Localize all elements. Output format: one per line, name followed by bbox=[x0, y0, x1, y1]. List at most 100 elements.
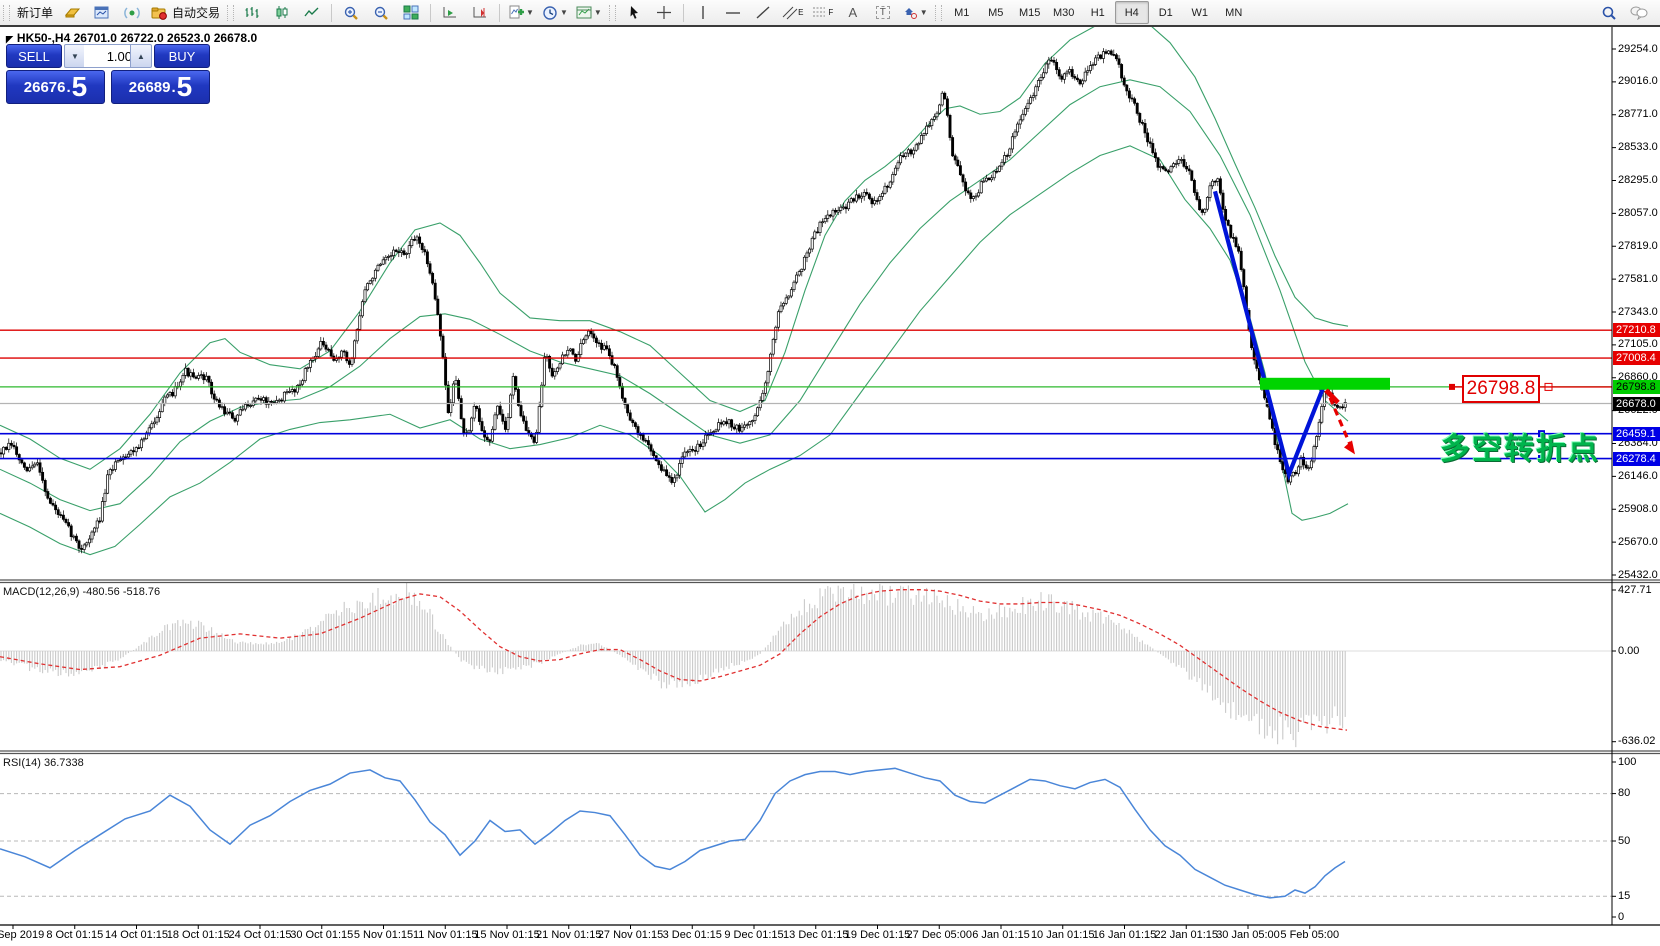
rsi-axis-tick: 50 bbox=[1618, 834, 1631, 847]
price-axis-tick: 25432.0 bbox=[1618, 568, 1658, 581]
sell-button[interactable]: SELL bbox=[6, 44, 62, 68]
new-order-button[interactable]: 新订单 bbox=[13, 1, 57, 24]
sell-price-button[interactable]: 26676. 5 bbox=[6, 70, 105, 104]
vertical-line-button[interactable] bbox=[688, 1, 718, 24]
autotrading-icon bbox=[151, 5, 168, 20]
zoom-in-button[interactable] bbox=[336, 1, 366, 24]
timeframe-m1[interactable]: M1 bbox=[945, 1, 979, 24]
timeframe-m5[interactable]: M5 bbox=[979, 1, 1013, 24]
auto-scroll-button[interactable] bbox=[435, 1, 465, 24]
rsi-label: RSI(14) 36.7338 bbox=[3, 757, 84, 769]
time-axis-label: 3 Dec 01:15 bbox=[662, 929, 722, 941]
timeframe-m30[interactable]: M30 bbox=[1047, 1, 1081, 24]
buy-button[interactable]: BUY bbox=[154, 44, 210, 68]
crosshair-button[interactable] bbox=[649, 1, 679, 24]
time-axis-label: 27 Dec 05:00 bbox=[906, 929, 972, 941]
autotrading-button[interactable]: 自动交易 bbox=[147, 1, 224, 24]
timeframe-h4[interactable]: H4 bbox=[1114, 1, 1149, 24]
indicators-button[interactable]: ▼ bbox=[504, 1, 538, 24]
price-axis-tick: 28057.0 bbox=[1618, 206, 1658, 219]
one-click-trading-widget: SELL ▼ ▲ BUY 26676.5 26689.5 bbox=[6, 44, 210, 104]
symbol-ohlc-text: HK50-,H4 26701.0 26722.0 26523.0 26678.0 bbox=[16, 31, 258, 45]
tile-windows-button[interactable] bbox=[396, 1, 426, 24]
candlestick-chart-button[interactable] bbox=[267, 1, 297, 24]
price-axis-tick: 26146.0 bbox=[1618, 469, 1658, 482]
channel-tag: E bbox=[798, 8, 804, 17]
tf-label: H4 bbox=[1124, 6, 1139, 19]
buy-price-button[interactable]: 26689. 5 bbox=[111, 70, 210, 104]
horizontal-line-button[interactable] bbox=[718, 1, 748, 24]
timeframe-d1[interactable]: D1 bbox=[1149, 1, 1183, 24]
timeframe-w1[interactable]: W1 bbox=[1183, 1, 1217, 24]
toolbar-separator bbox=[499, 3, 501, 22]
tf-label: M5 bbox=[988, 6, 1004, 19]
time-axis-label: 15 Nov 01:15 bbox=[474, 929, 540, 941]
volume-increase-button[interactable]: ▲ bbox=[130, 44, 152, 68]
new-chart-button[interactable] bbox=[57, 1, 87, 24]
tf-label: D1 bbox=[1158, 6, 1173, 19]
arrows-button[interactable]: ▼ bbox=[898, 1, 932, 24]
price-tag-26798.8: 26798.8 bbox=[1613, 379, 1660, 394]
time-axis-label: 22 Jan 01:15 bbox=[1154, 929, 1219, 941]
forecast-arrow-start bbox=[1324, 388, 1340, 405]
tf-label: W1 bbox=[1191, 6, 1208, 19]
text-button[interactable]: A bbox=[838, 1, 868, 24]
zigzag-trendline bbox=[1212, 190, 1325, 481]
search-button[interactable] bbox=[1594, 1, 1624, 24]
trendline-button[interactable] bbox=[748, 1, 778, 24]
signals-button[interactable] bbox=[117, 1, 147, 24]
line-handle[interactable] bbox=[1538, 455, 1545, 463]
signals-icon bbox=[124, 5, 140, 20]
timeframe-m15[interactable]: M15 bbox=[1013, 1, 1047, 24]
time-axis-label: 30 Sep 2019 bbox=[0, 929, 45, 941]
price-axis-tick: 28295.0 bbox=[1618, 174, 1658, 186]
channel-icon bbox=[782, 5, 798, 20]
line-chart-button[interactable] bbox=[297, 1, 327, 24]
toolbar-separator bbox=[331, 3, 333, 22]
bar-chart-button[interactable] bbox=[237, 1, 267, 24]
periods-clock-icon bbox=[542, 5, 558, 21]
price-callout-box[interactable]: 26798.8 bbox=[1462, 375, 1540, 403]
toolbar-grip bbox=[3, 4, 10, 21]
arrows-icon bbox=[902, 5, 918, 20]
search-icon bbox=[1601, 5, 1617, 21]
tile-windows-icon bbox=[403, 5, 419, 20]
cursor-icon bbox=[627, 5, 641, 20]
crosshair-icon bbox=[656, 5, 672, 20]
tf-label: M30 bbox=[1053, 6, 1075, 19]
chat-button[interactable] bbox=[1624, 1, 1654, 24]
main-panel bbox=[0, 27, 1612, 556]
price-axis-tick: 28771.0 bbox=[1618, 108, 1658, 121]
volume-input[interactable] bbox=[84, 44, 136, 68]
rsi-panel bbox=[0, 767, 1612, 899]
line-handle[interactable] bbox=[1538, 430, 1545, 438]
chevron-down-icon: ▼ bbox=[919, 8, 928, 17]
forecast-arrowhead bbox=[1344, 440, 1355, 455]
equidistant-channel-button[interactable]: E bbox=[778, 1, 808, 24]
zoom-out-icon bbox=[373, 5, 389, 21]
text-label-button[interactable]: T bbox=[868, 1, 898, 24]
macd-signal-line bbox=[0, 589, 1348, 731]
volume-decrease-button[interactable]: ▼ bbox=[64, 44, 86, 68]
zoom-out-button[interactable] bbox=[366, 1, 396, 24]
rsi-axis-tick: 100 bbox=[1618, 755, 1637, 768]
chart-shift-button[interactable] bbox=[465, 1, 495, 24]
fibonacci-button[interactable]: F bbox=[808, 1, 838, 24]
timeframe-mn[interactable]: MN bbox=[1217, 1, 1251, 24]
periods-button[interactable]: ▼ bbox=[538, 1, 572, 24]
templates-button[interactable]: ▼ bbox=[572, 1, 606, 24]
turning-point-annotation[interactable]: 多空转折点 bbox=[1440, 433, 1600, 466]
profiles-button[interactable] bbox=[87, 1, 117, 24]
time-axis-label: 27 Nov 01:15 bbox=[597, 929, 664, 941]
supply-zone-bar[interactable] bbox=[1260, 377, 1390, 390]
text-label-icon: T bbox=[875, 6, 890, 19]
price-axis-tick: 27581.0 bbox=[1618, 272, 1658, 285]
macd-axis-tick: -636.02 bbox=[1618, 735, 1656, 748]
timeframe-h1[interactable]: H1 bbox=[1081, 1, 1115, 24]
time-axis-label: 30 Oct 01:15 bbox=[290, 929, 354, 941]
time-axis-label: 5 Nov 01:15 bbox=[353, 929, 414, 941]
chart-frame bbox=[0, 26, 1660, 929]
cursor-button[interactable] bbox=[619, 1, 649, 24]
tf-label: MN bbox=[1225, 6, 1243, 19]
